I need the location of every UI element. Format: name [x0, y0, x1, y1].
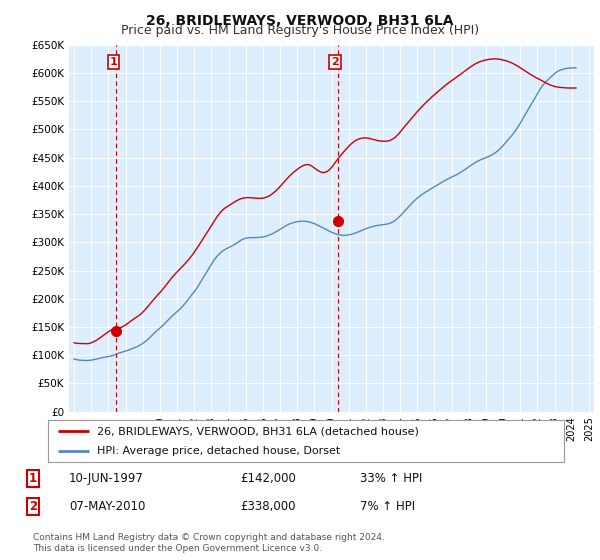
Text: 26, BRIDLEWAYS, VERWOOD, BH31 6LA (detached house): 26, BRIDLEWAYS, VERWOOD, BH31 6LA (detac…	[97, 427, 419, 437]
Text: Contains HM Land Registry data © Crown copyright and database right 2024.
This d: Contains HM Land Registry data © Crown c…	[33, 533, 385, 553]
Text: 2: 2	[331, 57, 339, 67]
Text: 1: 1	[29, 472, 37, 486]
Text: £142,000: £142,000	[240, 472, 296, 486]
Text: Price paid vs. HM Land Registry's House Price Index (HPI): Price paid vs. HM Land Registry's House …	[121, 24, 479, 37]
Text: £338,000: £338,000	[240, 500, 296, 514]
Text: 7% ↑ HPI: 7% ↑ HPI	[360, 500, 415, 514]
Text: 07-MAY-2010: 07-MAY-2010	[69, 500, 145, 514]
Text: 1: 1	[110, 57, 118, 67]
Text: 33% ↑ HPI: 33% ↑ HPI	[360, 472, 422, 486]
Text: 26, BRIDLEWAYS, VERWOOD, BH31 6LA: 26, BRIDLEWAYS, VERWOOD, BH31 6LA	[146, 14, 454, 28]
Text: 2: 2	[29, 500, 37, 514]
Text: HPI: Average price, detached house, Dorset: HPI: Average price, detached house, Dors…	[97, 446, 340, 456]
Text: 10-JUN-1997: 10-JUN-1997	[69, 472, 144, 486]
